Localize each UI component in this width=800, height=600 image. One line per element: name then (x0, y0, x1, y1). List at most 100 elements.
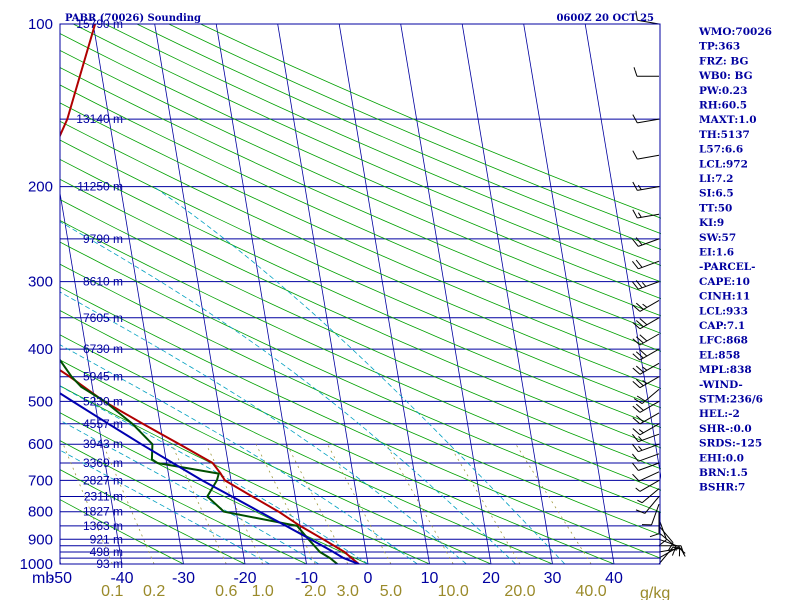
mixing-ratio-label: 0.2 (143, 583, 165, 600)
height-label: 1827 m (83, 505, 123, 519)
mixing-ratio-line (171, 444, 227, 564)
temperature-tick-label: -30 (172, 570, 195, 587)
wind-barbs (632, 10, 686, 565)
index-entry: MPL:838 (699, 364, 752, 376)
index-entry: L57:6.6 (699, 144, 743, 156)
mixing-ratio-label: 10.0 (438, 583, 469, 600)
dry-adiabat-line (60, 33, 661, 300)
index-entry: TP:363 (699, 41, 740, 53)
wind-barb (632, 362, 660, 375)
valid-time: 0600Z 20 OCT 25 (556, 13, 654, 24)
wind-barb (632, 280, 660, 290)
index-entry: TT:50 (699, 202, 732, 214)
dry-adiabat-line (60, 139, 661, 409)
temperature-tick-label: 10 (421, 570, 439, 587)
index-entry: EHI:0.0 (699, 452, 744, 464)
pressure-label: 900 (28, 531, 53, 548)
dewpoint-profile (60, 358, 338, 564)
pressure-label: 600 (28, 436, 53, 453)
height-label: 1363 m (83, 519, 123, 533)
isotherm-line (461, 24, 553, 564)
dry-adiabat-line (60, 310, 615, 564)
mixing-ratio-label: 0.1 (101, 583, 123, 600)
mixing-ratio-line (327, 444, 392, 564)
isotherm-line (338, 24, 430, 564)
index-entry: CAPE:10 (699, 276, 750, 288)
index-entry: CINH:11 (699, 291, 750, 303)
dry-adiabat-line (73, 24, 661, 283)
height-label: 11250 m (77, 180, 123, 194)
plot-frame (59, 23, 661, 565)
wind-barb (632, 317, 660, 330)
wind-barb (635, 496, 660, 514)
sounding-profiles (60, 24, 360, 564)
dry-adiabat-line (60, 178, 661, 449)
wind-barb (658, 532, 677, 556)
index-entry: WMO:70026 (698, 26, 772, 38)
pressure-label: 1000 (20, 556, 53, 573)
mixing-ratio-label: 1.0 (252, 583, 274, 600)
mixing-ratio-label: 2.0 (304, 583, 326, 600)
height-label: 2311 m (84, 490, 123, 504)
wind-barb (632, 114, 660, 124)
index-entry: BRN:1.5 (699, 467, 748, 479)
wind-barb (632, 209, 660, 219)
index-entry: -PARCEL- (699, 261, 755, 273)
temperature-tick-label: 0 (364, 570, 373, 587)
height-label: 5945 m (83, 370, 123, 384)
mixing-ratio-line (385, 444, 454, 564)
temperature-tick-label: 30 (544, 570, 562, 587)
height-label: 5230 m (83, 394, 123, 408)
wind-barb (632, 453, 660, 462)
height-label: 6730 m (83, 342, 123, 356)
height-label: 498 m (90, 545, 123, 559)
wind-barb (637, 488, 660, 504)
gkg-axis-label: g/kg (640, 585, 670, 600)
wind-barb (632, 400, 660, 413)
index-entry: LI:7.2 (699, 173, 733, 185)
wind-barb (633, 389, 660, 405)
dry-adiabat-line (60, 120, 661, 389)
moist-adiabat-line (60, 419, 320, 564)
wind-barb (632, 333, 660, 346)
wind-barb (632, 181, 660, 191)
height-label: 921 m (90, 532, 123, 546)
isotherm-line (60, 190, 123, 564)
height-label: 13140 m (76, 112, 123, 126)
temperature-tick-label: -20 (233, 570, 256, 587)
pressure-label: 200 (28, 179, 53, 196)
index-entry: WB0: BG (698, 70, 753, 82)
diagram-grid (60, 24, 661, 564)
dry-adiabat-line (136, 24, 661, 250)
height-label: 7605 m (83, 311, 123, 325)
index-entry: HEL:-2 (699, 408, 740, 420)
index-entry: SRDS:-125 (699, 438, 762, 450)
wind-barb (635, 479, 660, 492)
dry-adiabat-line (60, 220, 661, 491)
dry-adiabat-line (60, 49, 661, 317)
moist-adiabat-line (153, 186, 566, 564)
wind-barb (632, 348, 660, 361)
wind-barb (632, 150, 660, 160)
index-entry: EI:1.6 (699, 247, 734, 259)
pressure-label: 300 (28, 274, 53, 291)
wind-barb (632, 423, 660, 436)
isotherm-line (92, 24, 184, 564)
dry-adiabat-line (104, 24, 661, 266)
pressure-label: 700 (28, 472, 53, 489)
mixing-ratio-label: 0.6 (215, 583, 237, 600)
wind-barb (632, 237, 660, 247)
mixing-ratio-line (255, 444, 316, 564)
moist-adiabat-line (60, 221, 516, 564)
isotherm-line (215, 24, 307, 564)
index-entry: FRZ: BG (699, 55, 748, 67)
dry-adiabat-line (60, 359, 492, 564)
index-entry: CAP:7.1 (699, 320, 745, 332)
temperature-tick-label: -40 (110, 570, 133, 587)
axis-labels: 0.1 0.2 0.6 1.0 2.0 3.0 5.0 10.0 20.0 40.01002003… (20, 16, 623, 600)
dry-adiabat-line (60, 158, 661, 429)
dry-adiabat-line (60, 440, 307, 564)
dry-adiabat-line (60, 412, 369, 564)
index-entry: LCL:933 (699, 305, 748, 317)
wind-barb (632, 471, 660, 482)
